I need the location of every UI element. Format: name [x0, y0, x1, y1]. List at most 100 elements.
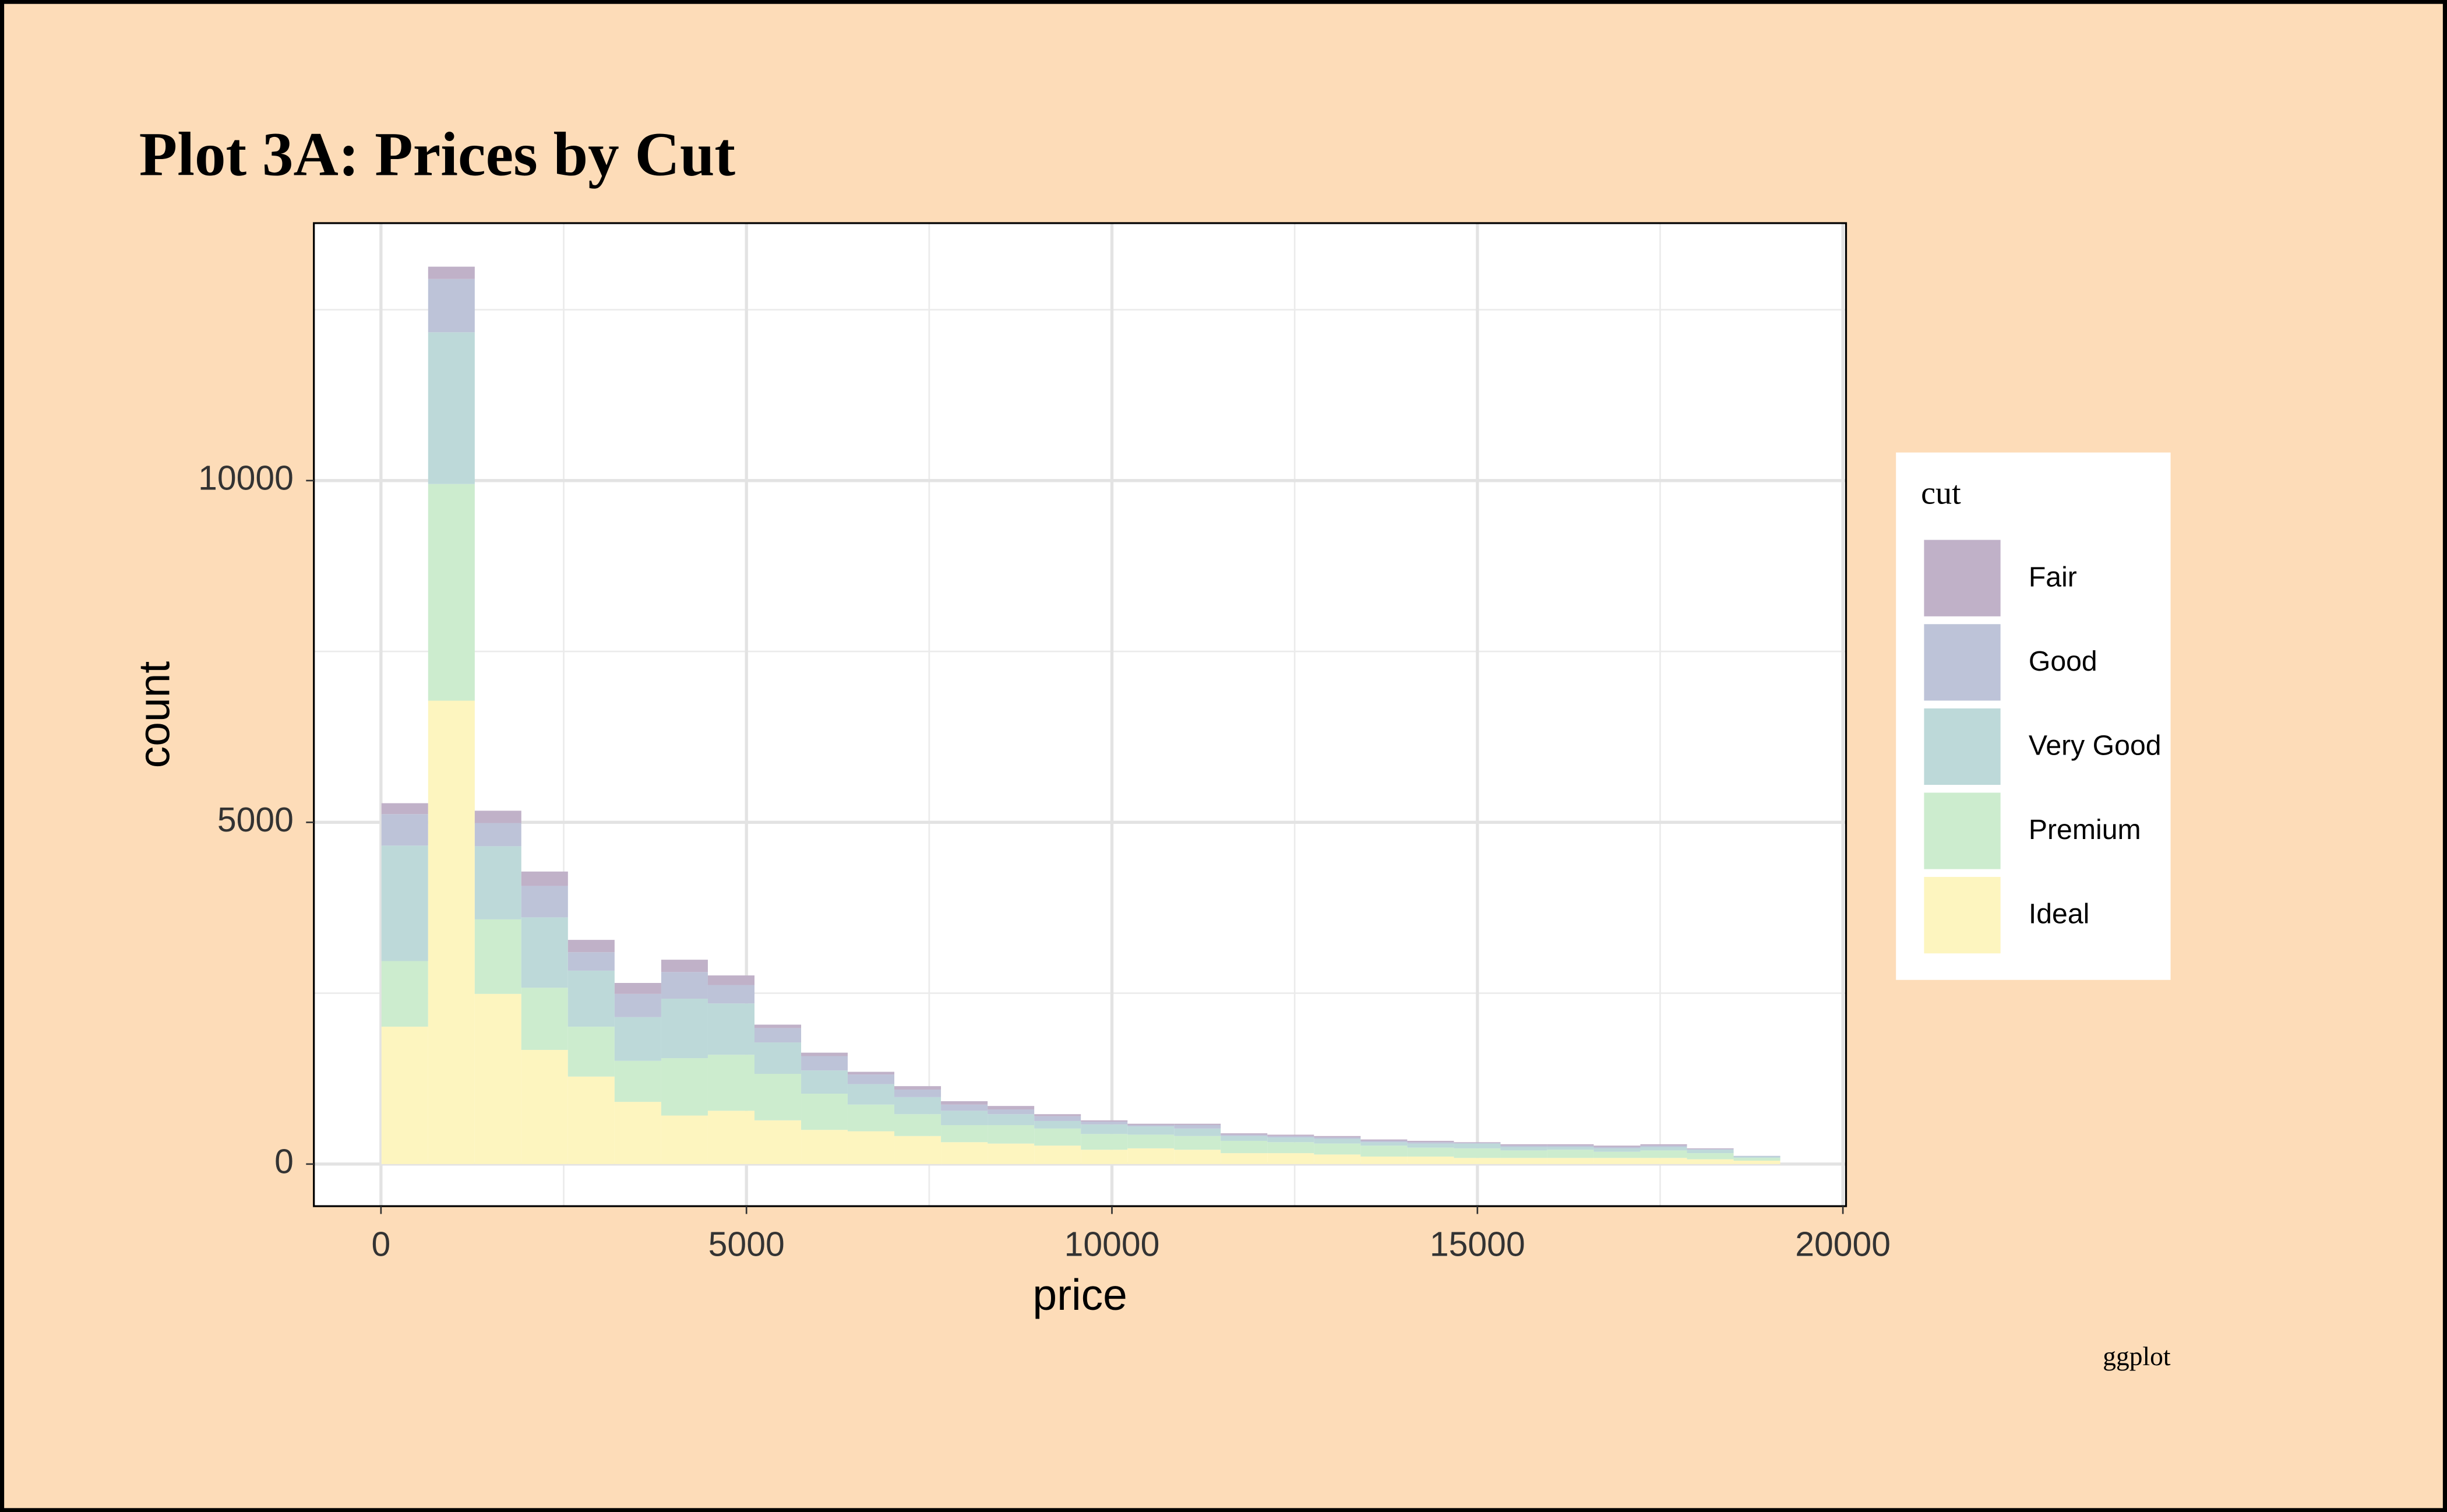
- histogram-bar: [1407, 1143, 1454, 1148]
- legend-label: Fair: [2029, 561, 2077, 593]
- histogram-bar: [474, 993, 521, 1164]
- histogram-bar: [1593, 1147, 1641, 1148]
- histogram-bar: [1547, 1144, 1594, 1146]
- histogram-bar: [428, 279, 475, 333]
- histogram-bar: [1733, 1156, 1780, 1158]
- histogram-bar: [801, 1130, 848, 1164]
- histogram-bar: [381, 803, 428, 815]
- histogram-bar: [1407, 1156, 1454, 1164]
- chart-title: Plot 3A: Prices by Cut: [139, 120, 736, 189]
- histogram-bar: [428, 700, 475, 1164]
- histogram-bar: [1500, 1158, 1547, 1164]
- histogram-bar: [614, 1060, 661, 1102]
- histogram-bar: [988, 1106, 1035, 1110]
- histogram-bar: [941, 1104, 988, 1111]
- histogram-bar: [988, 1125, 1035, 1144]
- histogram-bar: [941, 1111, 988, 1125]
- histogram-bar: [428, 266, 475, 279]
- histogram-bar: [1593, 1158, 1641, 1164]
- histogram-bar: [707, 975, 755, 985]
- histogram-bar: [521, 917, 568, 988]
- legend-label: Good: [2029, 646, 2097, 677]
- histogram-bar: [521, 871, 568, 886]
- histogram-bar: [1640, 1147, 1687, 1151]
- histogram-bar: [1733, 1160, 1780, 1164]
- histogram-bar: [1267, 1136, 1314, 1138]
- panel-border: [313, 222, 1847, 1207]
- histogram-bar: [894, 1114, 942, 1136]
- x-tick-label: 10000: [1064, 1225, 1160, 1263]
- histogram-bar: [754, 1024, 802, 1028]
- histogram-bar: [661, 1115, 708, 1164]
- legend-key: [1924, 792, 2001, 869]
- histogram-bar: [1081, 1120, 1128, 1122]
- histogram-bar: [801, 1052, 848, 1056]
- histogram-bar: [1640, 1146, 1687, 1147]
- histogram-bar: [1127, 1123, 1175, 1125]
- histogram-bar: [1221, 1140, 1268, 1154]
- legend-label: Very Good: [2029, 730, 2162, 762]
- histogram-bar: [614, 993, 661, 1017]
- histogram-bar: [1547, 1147, 1594, 1150]
- histogram-bar: [1733, 1158, 1780, 1161]
- histogram-bar: [1127, 1126, 1175, 1135]
- histogram-bar: [1360, 1140, 1408, 1143]
- histogram-bar: [567, 970, 615, 1027]
- histogram-bar: [1360, 1139, 1408, 1141]
- histogram-bar: [1034, 1146, 1081, 1164]
- histogram-bar: [1314, 1154, 1361, 1164]
- histogram-bar: [1081, 1150, 1128, 1164]
- histogram-bar: [847, 1104, 895, 1132]
- x-tick-label: 5000: [708, 1225, 785, 1263]
- histogram-bar: [754, 1028, 802, 1043]
- legend-key: [1924, 708, 2001, 785]
- histogram-bar: [894, 1136, 942, 1164]
- histogram-bar: [1127, 1134, 1175, 1148]
- histogram-bar: [1034, 1116, 1081, 1121]
- histogram-bar: [661, 1058, 708, 1116]
- histogram-bar: [754, 1042, 802, 1074]
- histogram-bar: [1360, 1142, 1408, 1146]
- histogram-bar: [941, 1125, 988, 1143]
- histogram-bar: [941, 1142, 988, 1164]
- histogram-bar: [1593, 1151, 1641, 1158]
- histogram-bar: [1454, 1142, 1501, 1143]
- histogram-bar: [1593, 1146, 1641, 1147]
- histogram-bar: [567, 1076, 615, 1164]
- histogram-bar: [1267, 1134, 1314, 1136]
- histogram-bar: [614, 1102, 661, 1164]
- histogram-bar: [1687, 1149, 1734, 1150]
- histogram-bar: [661, 998, 708, 1059]
- histogram-bar: [474, 846, 521, 919]
- legend-label: Ideal: [2029, 898, 2089, 930]
- histogram-bar: [521, 1049, 568, 1164]
- histogram-bar: [381, 961, 428, 1027]
- x-tick-label: 0: [372, 1225, 391, 1263]
- histogram-bar: [707, 1055, 755, 1111]
- histogram-bar: [1733, 1155, 1780, 1157]
- histogram-bar: [707, 1111, 755, 1164]
- y-tick-label: 0: [274, 1143, 294, 1180]
- histogram-bar: [1687, 1153, 1734, 1159]
- histogram-bar: [1174, 1150, 1221, 1164]
- histogram-bar: [1174, 1123, 1221, 1125]
- histogram-bar: [521, 988, 568, 1050]
- histogram-bar: [1174, 1136, 1221, 1150]
- legend-label: Premium: [2029, 814, 2141, 845]
- histogram-bar: [1174, 1125, 1221, 1129]
- histogram-bar: [1267, 1142, 1314, 1154]
- legend-key: [1924, 540, 2001, 616]
- histogram-bar: [1640, 1150, 1687, 1158]
- histogram-bar: [1034, 1128, 1081, 1146]
- histogram-bar: [1221, 1153, 1268, 1164]
- histogram-bar: [1267, 1153, 1314, 1164]
- histogram-bar: [1127, 1148, 1175, 1164]
- x-tick-label: 20000: [1795, 1225, 1891, 1263]
- histogram-bar: [941, 1101, 988, 1105]
- histogram-bar: [1314, 1139, 1361, 1144]
- histogram-bar: [1221, 1136, 1268, 1141]
- legend-title: cut: [1921, 475, 1961, 512]
- histogram-bar: [1407, 1140, 1454, 1143]
